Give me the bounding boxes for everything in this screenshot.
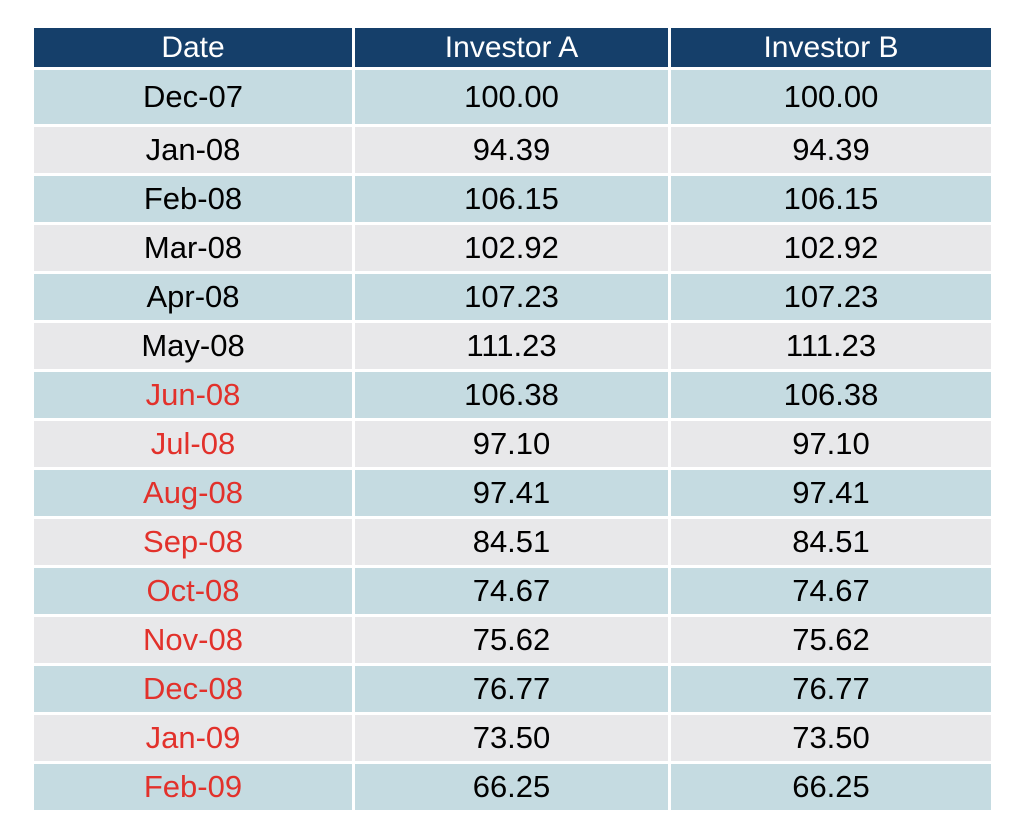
table-row: Apr-08 107.23 107.23	[34, 274, 991, 323]
table-row: May-08 111.23 111.23	[34, 323, 991, 372]
investor-a-cell: 106.15	[355, 176, 671, 225]
investor-a-cell: 76.77	[355, 666, 671, 715]
table-row: Jan-08 94.39 94.39	[34, 127, 991, 176]
header-date: Date	[34, 28, 355, 70]
date-cell: Feb-08	[34, 176, 355, 225]
header-investor-a: Investor A	[355, 28, 671, 70]
investor-b-cell: 102.92	[671, 225, 991, 274]
table-row: Aug-08 97.41 97.41	[34, 470, 991, 519]
investor-a-cell: 102.92	[355, 225, 671, 274]
date-cell: Dec-08	[34, 666, 355, 715]
investor-b-cell: 106.38	[671, 372, 991, 421]
date-cell: Dec-07	[34, 70, 355, 127]
investor-a-cell: 107.23	[355, 274, 671, 323]
table-row: Jul-08 97.10 97.10	[34, 421, 991, 470]
investor-b-cell: 111.23	[671, 323, 991, 372]
date-cell: Aug-08	[34, 470, 355, 519]
investor-b-cell: 94.39	[671, 127, 991, 176]
investor-b-cell: 75.62	[671, 617, 991, 666]
table-header-row: Date Investor A Investor B	[34, 28, 991, 70]
investor-b-cell: 84.51	[671, 519, 991, 568]
date-cell: Oct-08	[34, 568, 355, 617]
table-row: Jan-09 73.50 73.50	[34, 715, 991, 764]
table-row: Feb-08 106.15 106.15	[34, 176, 991, 225]
date-cell: May-08	[34, 323, 355, 372]
table-row: Feb-09 66.25 66.25	[34, 764, 991, 813]
investor-a-cell: 111.23	[355, 323, 671, 372]
header-investor-b: Investor B	[671, 28, 991, 70]
date-cell: Nov-08	[34, 617, 355, 666]
investor-a-cell: 106.38	[355, 372, 671, 421]
investor-b-cell: 76.77	[671, 666, 991, 715]
table-row: Sep-08 84.51 84.51	[34, 519, 991, 568]
table-row: Nov-08 75.62 75.62	[34, 617, 991, 666]
investor-b-cell: 66.25	[671, 764, 991, 813]
investor-b-cell: 100.00	[671, 70, 991, 127]
investor-a-cell: 97.41	[355, 470, 671, 519]
investor-b-cell: 97.41	[671, 470, 991, 519]
investor-a-cell: 84.51	[355, 519, 671, 568]
table-row: Dec-08 76.77 76.77	[34, 666, 991, 715]
investor-a-cell: 73.50	[355, 715, 671, 764]
table-row: Jun-08 106.38 106.38	[34, 372, 991, 421]
investor-a-cell: 75.62	[355, 617, 671, 666]
date-cell: Jul-08	[34, 421, 355, 470]
table-body: Dec-07 100.00 100.00 Jan-08 94.39 94.39 Feb-08…	[34, 70, 991, 813]
date-cell: Jan-09	[34, 715, 355, 764]
table-row: Oct-08 74.67 74.67	[34, 568, 991, 617]
data-table: Date Investor A Investor B Dec-07 100.00 1…	[34, 28, 991, 813]
date-cell: Feb-09	[34, 764, 355, 813]
date-cell: Jun-08	[34, 372, 355, 421]
date-cell: Apr-08	[34, 274, 355, 323]
investor-b-cell: 73.50	[671, 715, 991, 764]
investor-a-cell: 94.39	[355, 127, 671, 176]
date-cell: Jan-08	[34, 127, 355, 176]
investor-b-cell: 107.23	[671, 274, 991, 323]
investor-a-cell: 74.67	[355, 568, 671, 617]
investor-b-cell: 106.15	[671, 176, 991, 225]
investor-b-cell: 97.10	[671, 421, 991, 470]
investor-a-cell: 66.25	[355, 764, 671, 813]
date-cell: Mar-08	[34, 225, 355, 274]
date-cell: Sep-08	[34, 519, 355, 568]
table-row: Dec-07 100.00 100.00	[34, 70, 991, 127]
investor-a-cell: 97.10	[355, 421, 671, 470]
investor-b-cell: 74.67	[671, 568, 991, 617]
table-row: Mar-08 102.92 102.92	[34, 225, 991, 274]
investor-a-cell: 100.00	[355, 70, 671, 127]
